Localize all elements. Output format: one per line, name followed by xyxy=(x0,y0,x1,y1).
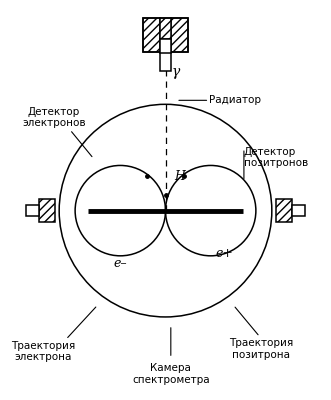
Bar xyxy=(143,18,160,52)
Text: e+: e+ xyxy=(215,247,233,260)
Bar xyxy=(160,18,171,39)
Bar xyxy=(26,205,39,216)
Bar xyxy=(276,199,292,222)
Text: Детектор
позитронов: Детектор позитронов xyxy=(244,147,308,168)
Bar xyxy=(171,18,188,52)
Bar xyxy=(143,18,188,52)
Bar xyxy=(160,39,171,53)
Bar xyxy=(39,199,55,222)
Text: Детектор
электронов: Детектор электронов xyxy=(22,106,86,128)
Text: γ: γ xyxy=(171,66,180,80)
Bar xyxy=(171,18,188,52)
Bar xyxy=(276,199,292,222)
Text: Траектория
электрона: Траектория электрона xyxy=(11,341,75,362)
Text: Радиатор: Радиатор xyxy=(210,95,261,105)
Text: e–: e– xyxy=(114,257,127,270)
Bar xyxy=(39,199,55,222)
Bar xyxy=(160,18,171,39)
Text: Камера
спектрометра: Камера спектрометра xyxy=(132,364,210,385)
Bar xyxy=(143,18,160,52)
Bar xyxy=(292,205,305,216)
Text: Траектория
позитрона: Траектория позитрона xyxy=(229,338,293,360)
Bar xyxy=(160,52,171,71)
Text: H: H xyxy=(175,170,186,182)
